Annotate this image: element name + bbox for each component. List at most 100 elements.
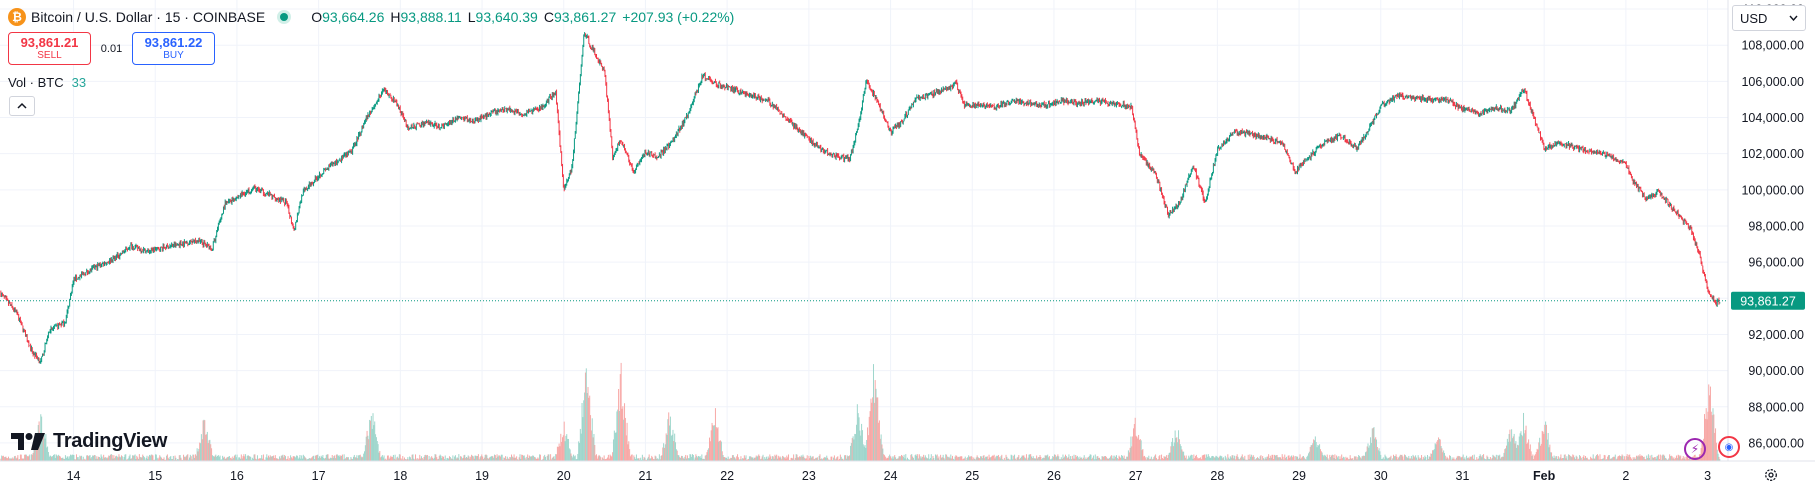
volume-bar bbox=[1418, 457, 1420, 461]
volume-bar bbox=[765, 456, 767, 461]
volume-bar bbox=[1425, 457, 1427, 461]
volume-bar bbox=[880, 434, 882, 461]
currency-select[interactable]: USD bbox=[1732, 5, 1806, 31]
sell-button[interactable]: 93,861.21 SELL bbox=[8, 32, 91, 65]
collapse-legend-button[interactable] bbox=[9, 96, 35, 116]
tradingview-logo[interactable]: TradingView bbox=[11, 430, 167, 453]
volume-bar bbox=[553, 456, 555, 461]
volume-bar bbox=[92, 455, 94, 461]
volume-bar bbox=[212, 455, 214, 461]
volume-bar bbox=[618, 411, 620, 461]
volume-bar bbox=[1495, 454, 1497, 461]
volume-bar bbox=[1636, 455, 1638, 461]
volume-bar bbox=[1504, 449, 1506, 461]
volume-bar bbox=[1380, 454, 1382, 461]
volume-legend[interactable]: Vol · BTC 33 bbox=[8, 75, 86, 90]
volume-bar bbox=[1527, 442, 1529, 461]
volume-bar bbox=[386, 455, 388, 461]
volume-bar bbox=[686, 458, 688, 461]
volume-bar bbox=[797, 457, 799, 461]
volume-bar bbox=[109, 455, 111, 461]
volume-bar bbox=[58, 455, 60, 461]
volume-bar bbox=[544, 454, 546, 461]
volume-bar bbox=[780, 457, 782, 461]
flag-icon[interactable]: ◉ bbox=[1718, 436, 1740, 458]
lightning-icon[interactable]: ⚡ bbox=[1684, 438, 1706, 460]
volume-bar bbox=[1586, 457, 1588, 461]
volume-bar bbox=[185, 456, 187, 461]
volume-bar bbox=[251, 457, 253, 461]
volume-bar bbox=[1467, 457, 1469, 461]
volume-bar bbox=[1431, 453, 1433, 461]
x-tick-label: 20 bbox=[557, 469, 571, 483]
volume-bar bbox=[722, 455, 724, 461]
volume-bar bbox=[799, 456, 801, 461]
volume-bar bbox=[1332, 454, 1334, 461]
volume-bar bbox=[1430, 453, 1432, 461]
volume-bar bbox=[679, 457, 681, 461]
volume-bar bbox=[398, 454, 400, 461]
volume-bar bbox=[165, 459, 167, 461]
volume-bar bbox=[1291, 455, 1293, 461]
volume-bar bbox=[361, 457, 363, 461]
volume-bar bbox=[1581, 459, 1583, 461]
ohlc-close-key: C bbox=[543, 9, 554, 25]
volume-bar bbox=[1331, 454, 1333, 461]
volume-bar bbox=[1602, 458, 1604, 461]
volume-bar bbox=[734, 457, 736, 461]
volume-bar bbox=[712, 425, 714, 461]
volume-bar bbox=[562, 435, 564, 461]
volume-bar bbox=[119, 456, 121, 461]
volume-bar bbox=[224, 458, 226, 461]
volume-bar bbox=[1339, 456, 1341, 461]
volume-bar bbox=[1087, 457, 1089, 461]
volume-bar bbox=[471, 455, 473, 461]
volume-bar bbox=[1648, 457, 1650, 461]
volume-bar bbox=[24, 454, 26, 461]
volume-bar bbox=[1528, 448, 1530, 461]
volume-bar bbox=[801, 456, 803, 461]
volume-bar bbox=[269, 455, 271, 461]
volume-bar bbox=[256, 459, 258, 461]
volume-bar bbox=[1286, 459, 1288, 461]
buy-button[interactable]: 93,861.22 BUY bbox=[132, 32, 215, 65]
volume-bar bbox=[161, 458, 163, 461]
volume-bar bbox=[307, 458, 309, 461]
volume-bar bbox=[1489, 456, 1491, 461]
volume-bar bbox=[345, 457, 347, 461]
volume-bar bbox=[1259, 456, 1261, 461]
volume-bar bbox=[1545, 424, 1547, 461]
settings-gear-icon[interactable] bbox=[1762, 466, 1780, 484]
volume-bar bbox=[697, 457, 699, 461]
ohlc-change: +207.93 (+0.22%) bbox=[622, 9, 735, 25]
volume-bar bbox=[497, 456, 499, 461]
volume-bar bbox=[120, 457, 122, 461]
symbol-title[interactable]: Bitcoin / U.S. Dollar · 15 · COINBASE bbox=[31, 9, 266, 25]
volume-bar bbox=[526, 456, 528, 461]
volume-bar bbox=[347, 457, 349, 461]
volume-bar bbox=[143, 457, 145, 461]
volume-bar bbox=[674, 433, 676, 461]
volume-bar bbox=[1486, 455, 1488, 461]
volume-bar bbox=[176, 459, 178, 461]
volume-bar bbox=[1078, 459, 1080, 461]
volume-bar bbox=[1656, 456, 1658, 461]
volume-bar bbox=[1223, 459, 1225, 461]
volume-bar bbox=[284, 454, 286, 461]
volume-bar bbox=[715, 427, 717, 461]
volume-bar bbox=[511, 456, 513, 461]
volume-bar bbox=[76, 457, 78, 461]
volume-bar bbox=[22, 458, 24, 461]
volume-bar bbox=[567, 438, 569, 461]
volume-bar bbox=[635, 458, 637, 461]
volume-bar bbox=[128, 456, 130, 461]
volume-bar bbox=[64, 458, 66, 461]
volume-bar bbox=[1647, 457, 1649, 461]
volume-bar bbox=[407, 457, 409, 461]
volume-bar bbox=[1330, 455, 1332, 461]
volume-bar bbox=[1334, 454, 1336, 461]
volume-bar bbox=[80, 456, 82, 461]
volume-bar bbox=[771, 458, 773, 461]
